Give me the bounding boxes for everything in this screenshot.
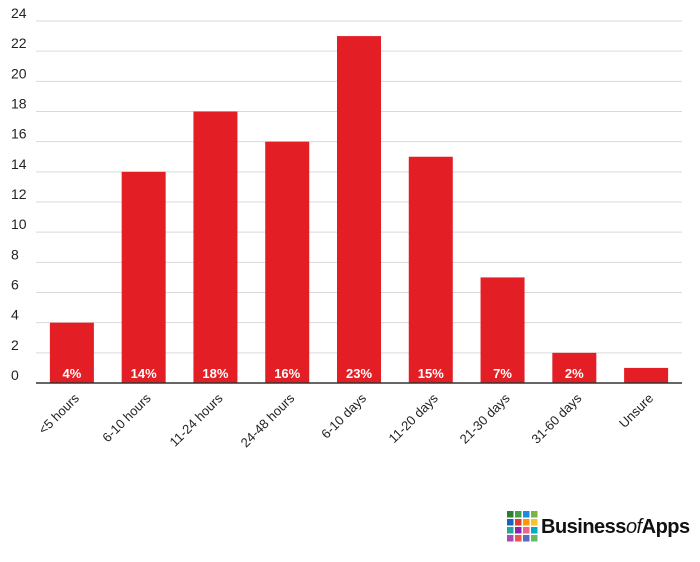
bar (49, 322, 94, 383)
bar-data-label: 23% (346, 366, 372, 381)
x-tick-label: <5 hours (35, 390, 82, 437)
bar-data-label: 15% (418, 366, 444, 381)
logo-square (531, 519, 538, 526)
bar (552, 352, 597, 383)
y-tick-label: 18 (11, 96, 27, 112)
bar (265, 141, 310, 383)
x-tick-label: 6-10 hours (99, 390, 154, 445)
logo-square (515, 535, 522, 542)
logo-square (523, 535, 530, 542)
bar (408, 156, 453, 383)
bar-data-label: 16% (274, 366, 300, 381)
x-tick-label: 31-60 days (528, 390, 584, 446)
business-of-apps-logo: BusinessofApps (507, 511, 691, 542)
logo-square (507, 527, 514, 534)
logo-square (507, 535, 514, 542)
bar (121, 171, 166, 383)
bar (480, 277, 525, 383)
y-tick-label: 16 (11, 126, 27, 142)
logo-square (507, 519, 514, 526)
x-axis-ticks: <5 hours 6-10 hours 11-24 hours 24-48 hours… (35, 390, 656, 450)
logo-square (523, 527, 530, 534)
x-tick-label: 21-30 days (457, 390, 513, 446)
logo-square (515, 527, 522, 534)
logo-square (531, 527, 538, 534)
y-tick-label: 6 (11, 277, 19, 293)
bar-data-label: 7% (493, 366, 512, 381)
bar-data-label: 4% (62, 366, 81, 381)
x-tick-label: Unsure (616, 391, 656, 431)
bar (193, 111, 238, 383)
y-tick-label: 8 (11, 246, 19, 262)
logo-square (531, 535, 538, 542)
logo-square (531, 511, 538, 518)
x-tick-label: 6-10 days (318, 390, 369, 441)
logo-square (523, 519, 530, 526)
bar (624, 367, 669, 383)
y-tick-label: 12 (11, 186, 27, 202)
x-tick-label: 11-24 hours (167, 390, 226, 449)
x-tick-label: 11-20 days (385, 390, 441, 446)
logo-word-of: of (626, 516, 645, 538)
bar-data-label: 2% (565, 366, 584, 381)
y-tick-label: 24 (11, 5, 27, 21)
logo-wordmark: BusinessofApps (541, 516, 690, 538)
logo-word-business: Business (541, 516, 626, 538)
y-tick-label: 22 (11, 35, 27, 51)
bar (337, 36, 381, 383)
logo-icon (507, 511, 538, 542)
logo-square (507, 511, 514, 518)
y-tick-label: 10 (11, 216, 27, 232)
logo-square (515, 519, 522, 526)
logo-square (515, 511, 522, 518)
x-tick-label: 24-48 hours (238, 390, 298, 450)
bar-data-label: 14% (131, 366, 157, 381)
bar-data-label: 18% (202, 366, 228, 381)
y-tick-label: 14 (11, 156, 27, 172)
logo-word-apps: Apps (642, 516, 690, 538)
bars: 4% 14% 18% 16% 23% 15% 7% 2% (49, 36, 669, 383)
logo-square (523, 511, 530, 518)
y-tick-label: 4 (11, 307, 19, 323)
y-tick-label: 2 (11, 337, 19, 353)
y-tick-label: 0 (11, 367, 19, 383)
y-tick-label: 20 (11, 65, 27, 81)
